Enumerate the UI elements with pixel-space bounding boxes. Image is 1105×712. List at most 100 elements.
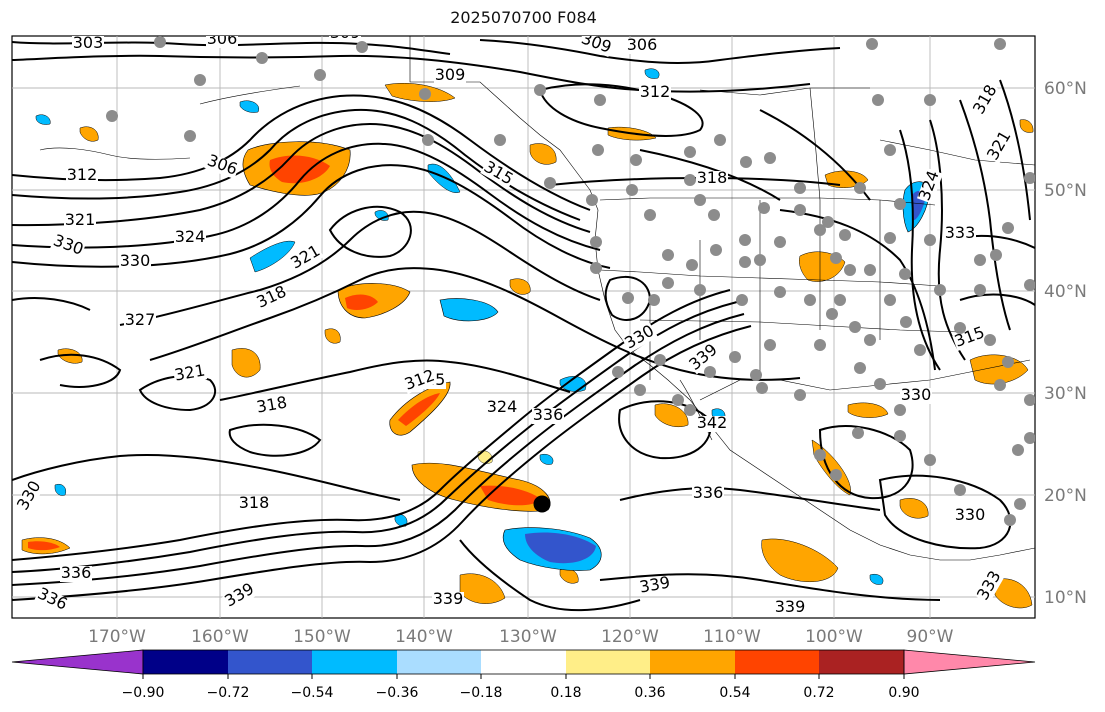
lon-label: 140°W: [395, 627, 453, 647]
contour-label-bg: [944, 226, 976, 242]
contour-label-bg: [60, 566, 92, 582]
contour-label: 333: [945, 223, 976, 242]
station-dot: [924, 454, 936, 466]
lon-label: 130°W: [499, 627, 557, 647]
station-dot: [974, 284, 986, 296]
lat-label: 10°N: [1044, 588, 1087, 608]
contour-label: 330: [120, 251, 151, 270]
station-dot: [622, 292, 634, 304]
contour-label-bg: [329, 36, 361, 42]
contour-label: 312: [640, 82, 671, 101]
contour-label-bg: [692, 486, 724, 502]
station-dot: [814, 339, 826, 351]
station-dot: [739, 256, 751, 268]
contour-label-bg: [696, 171, 728, 187]
station-dot: [184, 130, 196, 142]
contour-label: 309: [435, 65, 466, 84]
station-dot: [872, 94, 884, 106]
contour-label-bg: [432, 592, 464, 608]
station-dot: [764, 339, 776, 351]
station-dot: [830, 252, 842, 264]
colorbar-tick-label: −0.72: [207, 685, 250, 701]
station-dot: [874, 378, 886, 390]
station-dot: [794, 182, 806, 194]
shaded-anomalies: [21, 68, 1034, 609]
station-dot: [834, 294, 846, 306]
station-dot: [866, 38, 878, 50]
contour-label-bg: [402, 368, 438, 394]
contour-label-bg: [486, 400, 518, 416]
contour-label-bg: [204, 153, 240, 179]
station-dot: [900, 316, 912, 328]
station-dot: [739, 234, 751, 246]
lat-label: 40°N: [1044, 282, 1087, 302]
contour-label-bg: [172, 363, 208, 385]
lon-label: 90°W: [907, 627, 954, 647]
colorbar-bin: [481, 650, 566, 674]
station-dot: [708, 209, 720, 221]
colorbar-tick-label: 0.90: [888, 685, 919, 701]
station-dot: [356, 41, 368, 53]
station-dot: [704, 366, 716, 378]
station-dot: [756, 382, 768, 394]
contour-label-bg: [72, 36, 104, 52]
station-dot: [924, 234, 936, 246]
contour-label: 330: [955, 505, 986, 524]
contour-label-bg: [64, 213, 96, 229]
station-dot: [884, 294, 896, 306]
contour-label-bg: [900, 388, 932, 404]
colorbar-tick-label: −0.54: [291, 685, 334, 701]
station-dot: [974, 254, 986, 266]
colorbar-tick-label: 0.54: [719, 685, 750, 701]
station-dot: [894, 198, 906, 210]
station-dot: [194, 74, 206, 86]
contour-label-bg: [254, 283, 290, 313]
station-dot: [154, 36, 166, 48]
colorbar-bin: [566, 650, 650, 674]
station-dot: [894, 404, 906, 416]
station-dot: [1024, 279, 1035, 291]
colorbar-tick-label: 0.36: [634, 685, 665, 701]
station-dot: [729, 351, 741, 363]
station-dot: [314, 69, 326, 81]
station-dot: [684, 146, 696, 158]
contour-label: 303: [73, 33, 104, 52]
station-dot: [106, 110, 118, 122]
station-dot: [644, 209, 656, 221]
station-dot: [1024, 432, 1035, 444]
colorbar: [11, 649, 1036, 675]
contour-label-bg: [50, 233, 86, 259]
contour-label: 330: [901, 385, 932, 404]
contour-label: 321: [65, 210, 96, 229]
colorbar-bin: [397, 650, 481, 674]
colorbar-tick-label: −0.18: [460, 685, 503, 701]
contour-label-bg: [954, 508, 986, 524]
station-dot: [256, 52, 268, 64]
contour-label-bg: [532, 408, 564, 424]
station-dot: [544, 177, 556, 189]
station-dot: [662, 277, 674, 289]
station-dot: [694, 194, 706, 206]
contour-label: 342: [697, 413, 728, 432]
contour-label-bg: [626, 38, 658, 54]
station-dot: [794, 389, 806, 401]
contour-label-bg: [238, 496, 270, 512]
station-dot: [854, 362, 866, 374]
station-dot: [1004, 514, 1016, 526]
contour-label-bg: [206, 36, 238, 48]
contour-label: 306: [627, 35, 658, 54]
station-dot: [612, 366, 624, 378]
station-dot: [864, 334, 876, 346]
map-frame: [11, 35, 1036, 619]
station-dot: [736, 294, 748, 306]
station-dot: [740, 156, 752, 168]
station-dot: [994, 38, 1006, 50]
contour-label-bg: [696, 416, 728, 432]
lon-label: 120°W: [601, 627, 659, 647]
station-dot: [814, 449, 826, 461]
colorbar-extend-high: [903, 649, 1036, 675]
station-dot: [494, 134, 506, 146]
station-dot: [954, 322, 966, 334]
contour-label-bg: [975, 568, 1005, 604]
station-dot: [899, 268, 911, 280]
